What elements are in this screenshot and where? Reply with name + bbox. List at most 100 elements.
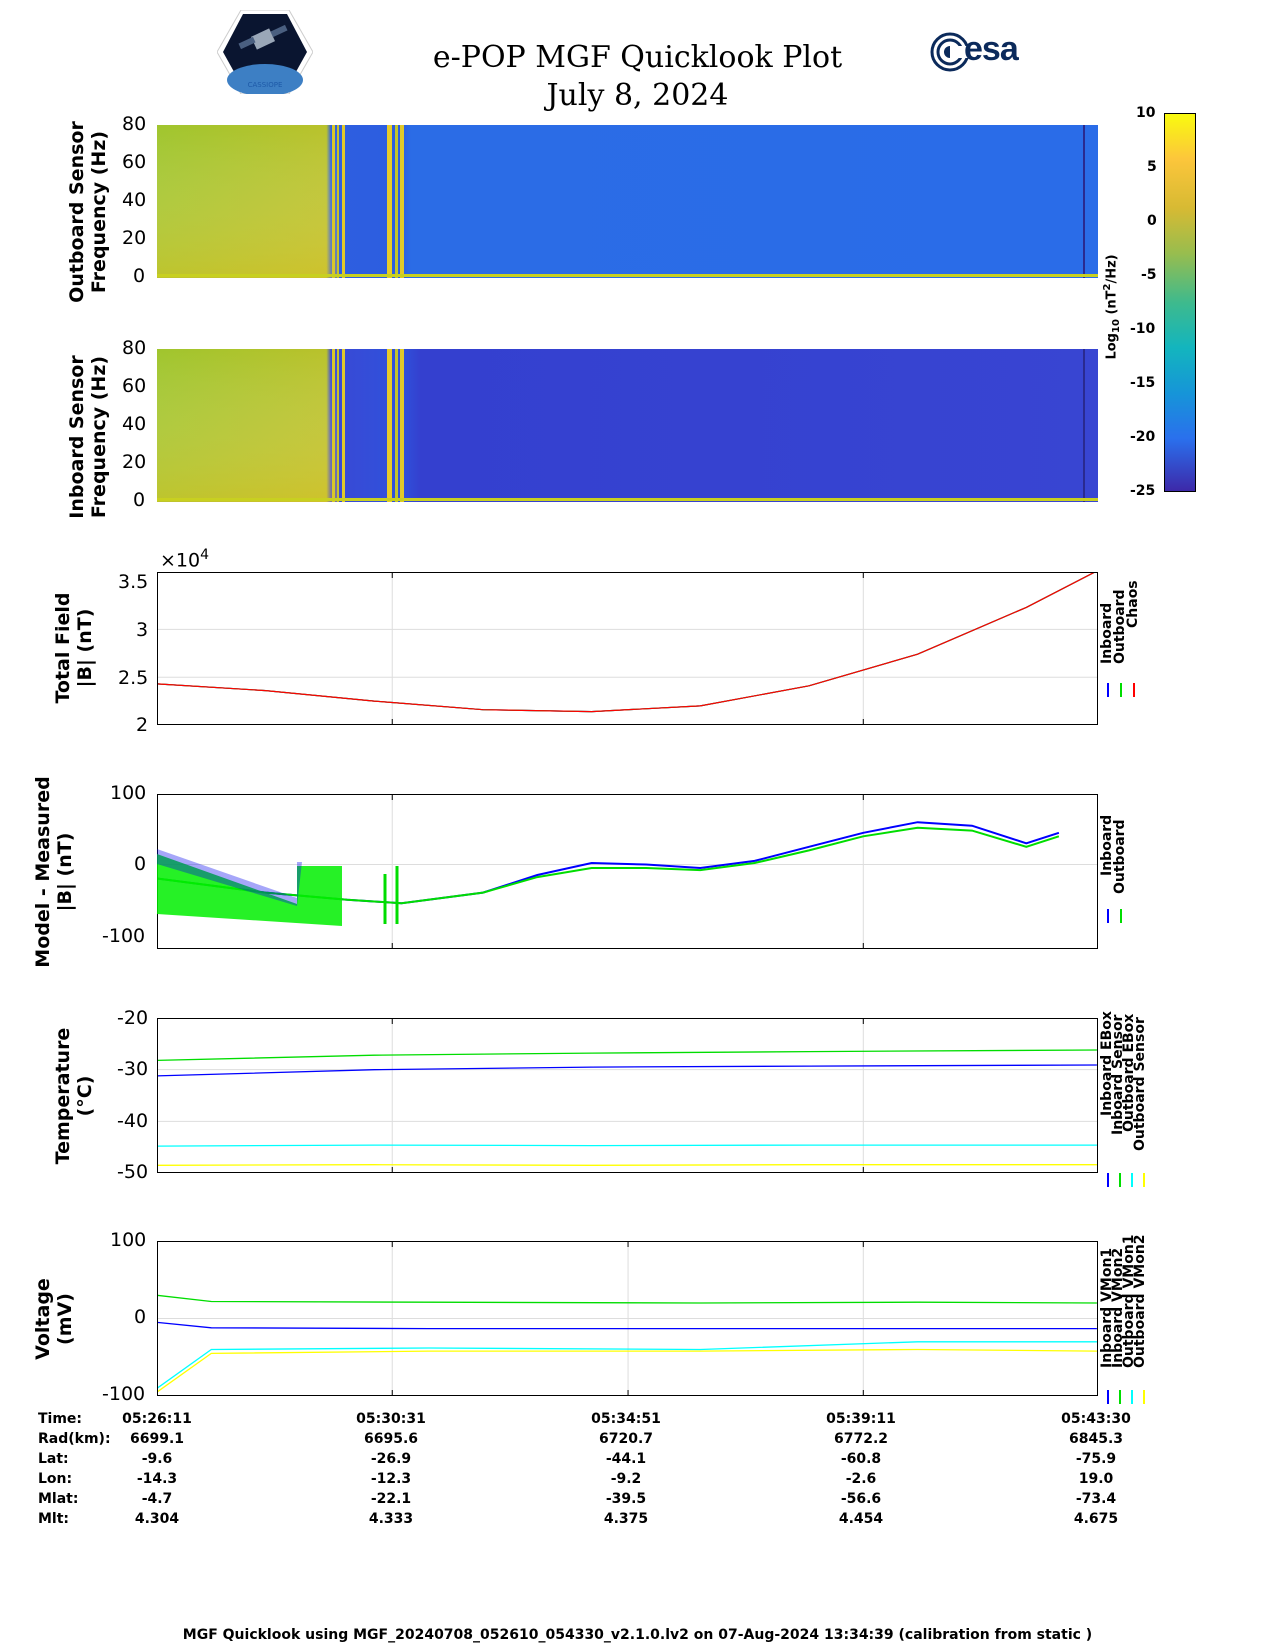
voltage-ytick: 100	[110, 1229, 147, 1251]
voltage-ytick: -100	[102, 1383, 146, 1405]
orbit-rad: 6845.3	[1068, 1431, 1124, 1447]
voltage-ytick: 0	[134, 1306, 147, 1328]
temperature-ytick: -20	[117, 1007, 149, 1029]
colorbar-tick: 10	[1136, 105, 1156, 121]
inboard-ytick: 80	[122, 337, 147, 359]
total-field-ytick: 3.5	[118, 571, 149, 593]
page-title: e-POP MGF Quicklook Plot	[432, 40, 843, 75]
orbit-mlt: 4.333	[368, 1511, 414, 1527]
model-measured-ytick: -100	[102, 925, 146, 947]
series-line-inboard-sensor	[157, 1064, 1097, 1077]
orbit-time: 05:30:31	[356, 1411, 426, 1427]
series-line-outboard	[157, 572, 1097, 713]
series-line-outboard-vmon1	[157, 1341, 1097, 1389]
inboard-ytick: 60	[122, 375, 147, 397]
orbit-mlt: 4.304	[134, 1511, 180, 1527]
plot-frame	[157, 1241, 1098, 1396]
spectrogram-outboard-strips	[332, 125, 1085, 278]
colorbar	[1164, 113, 1196, 492]
voltage-ylabel-line2: (mV)	[54, 1293, 76, 1345]
legend-outboard-sensor: Outboard Sensor	[1132, 1017, 1148, 1151]
inboard-ylabel-line2: Frequency (Hz)	[88, 355, 110, 519]
temperature-ytick: -40	[117, 1110, 149, 1132]
model-measured-ytick: 0	[134, 853, 147, 875]
colorbar-tick: -5	[1141, 267, 1157, 283]
noise-outboard	[157, 854, 342, 926]
orbit-lon: -12.3	[370, 1471, 412, 1487]
spectrogram-band	[1083, 125, 1085, 278]
colorbar-tick: -15	[1130, 375, 1156, 391]
noise-inboard	[157, 849, 302, 906]
colorbar-label: Log10 (nT2/Hz)	[1102, 254, 1122, 360]
series-line-outboard	[157, 826, 1060, 905]
orbit-label-mlt: Mlt:	[38, 1511, 70, 1527]
orbit-label-lat: Lat:	[38, 1451, 69, 1467]
orbit-time: 05:43:30	[1061, 1411, 1131, 1427]
colorbar-tick: 0	[1147, 213, 1157, 229]
orbit-rad: 6772.2	[833, 1431, 889, 1447]
total-field-plot	[157, 572, 1098, 725]
inboard-ytick: 40	[122, 413, 147, 435]
orbit-lon: -14.3	[136, 1471, 178, 1487]
outboard-ytick: 80	[122, 113, 147, 135]
voltage-legend-swatches	[1107, 1390, 1145, 1404]
colorbar-tick: -20	[1130, 429, 1156, 445]
esa-logo-text: esa	[964, 30, 1019, 68]
orbit-label-time: Time:	[38, 1411, 83, 1427]
orbit-mlat: -22.1	[370, 1491, 412, 1507]
inboard-ytick: 0	[133, 489, 146, 511]
series-line-outboard-ebox	[157, 1144, 1097, 1147]
orbit-label-lon: Lon:	[38, 1471, 73, 1487]
esa-logo	[930, 32, 970, 72]
series-line-outboard-vmon2	[157, 1348, 1097, 1393]
spectrogram-band	[332, 349, 335, 502]
spectrogram-band	[1083, 349, 1085, 502]
temperature-ylabel-line1: Temperature	[52, 1027, 74, 1165]
voltage-ylabel: Voltage (mV)	[32, 1219, 76, 1419]
spectrogram-band	[387, 349, 392, 502]
orbit-rad: 6695.6	[363, 1431, 419, 1447]
total-field-ylabel-line2: |B| (nT)	[74, 608, 96, 688]
legend-outboard-vmon2: Outboard VMon2	[1132, 1234, 1148, 1368]
voltage-ylabel-line1: Voltage	[32, 1278, 54, 1360]
spectrogram-band	[337, 349, 339, 502]
spectrogram-band	[395, 125, 398, 278]
orbit-lat: -44.1	[605, 1451, 647, 1467]
series-line-outboard-sensor	[157, 1164, 1097, 1166]
plot-frame	[157, 572, 1098, 725]
temperature-ylabel: Temperature (°C)	[52, 996, 96, 1196]
orbit-rad: 6720.7	[598, 1431, 654, 1447]
orbit-rad: 6699.1	[129, 1431, 185, 1447]
orbit-lon: 19.0	[1078, 1471, 1114, 1487]
spectrogram-band	[395, 349, 398, 502]
model-measured-ylabel-line2: |B| (nT)	[54, 832, 76, 912]
orbit-time: 05:26:11	[122, 1411, 192, 1427]
outboard-ylabel-line1: Outboard Sensor	[66, 121, 88, 303]
orbit-mlt: 4.675	[1073, 1511, 1119, 1527]
outboard-ylabel-line2: Frequency (Hz)	[88, 130, 110, 294]
cassiope-logo-text: CASSIOPE	[247, 81, 283, 89]
total-field-ytick: 3	[136, 619, 149, 641]
temperature-legend-swatches	[1107, 1173, 1145, 1187]
total-field-ytick: 2	[136, 714, 149, 736]
model-measured-ylabel: Model - Measured |B| (nT)	[32, 772, 76, 972]
series-line-chaos	[157, 572, 1097, 713]
orbit-label-mlat: Mlat:	[38, 1491, 79, 1507]
temperature-ytick: -30	[117, 1058, 149, 1080]
orbit-lat: -26.9	[370, 1451, 412, 1467]
orbit-lon: -2.6	[845, 1471, 877, 1487]
series-line-inboard-vmon1	[157, 1294, 1097, 1304]
inboard-ylabel: Inboard Sensor Frequency (Hz)	[66, 337, 110, 537]
total-field-ylabel: Total Field |B| (nT)	[52, 548, 96, 748]
cassiope-logo: CASSIOPE	[216, 9, 314, 96]
total-field-multiplier-exponent: 4	[200, 547, 210, 563]
outboard-ytick: 40	[122, 189, 147, 211]
orbit-lon: -9.2	[610, 1471, 642, 1487]
model-measured-plot	[157, 794, 1098, 949]
series-line-inboard	[157, 572, 1097, 713]
spectrogram-band	[337, 125, 339, 278]
orbit-mlat: -39.5	[605, 1491, 647, 1507]
spectrogram-band	[400, 349, 404, 502]
series-line-inboard-vmon2	[157, 1321, 1097, 1330]
spectrogram-outboard	[157, 125, 1098, 278]
